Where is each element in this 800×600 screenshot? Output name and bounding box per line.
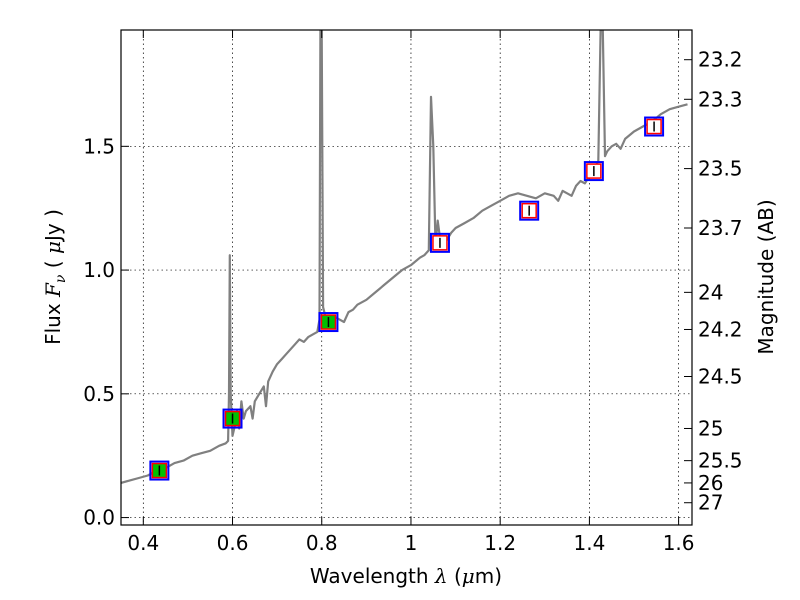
y2-tick-label: 23.7 bbox=[698, 216, 743, 240]
y2-tick-label: 27 bbox=[698, 491, 723, 515]
y2-tick-label: 24 bbox=[698, 280, 723, 304]
grid bbox=[121, 30, 692, 525]
x-tick-label: 1.6 bbox=[663, 531, 695, 555]
y2-tick-label: 25 bbox=[698, 416, 723, 440]
y-axis-title: Flux Fν ( μJy ) bbox=[41, 209, 69, 345]
model-box bbox=[644, 116, 665, 137]
photometry-point bbox=[429, 232, 450, 253]
y-tick-label: 1.0 bbox=[83, 258, 115, 282]
y-tick-label: 1.5 bbox=[83, 134, 115, 158]
y2-tick-label: 23.2 bbox=[698, 48, 743, 72]
y2-tick-label: 25.5 bbox=[698, 449, 743, 473]
x-tick-label: 0.8 bbox=[306, 531, 338, 555]
y-tick-label: 0.5 bbox=[83, 382, 115, 406]
y2-tick-label: 24.2 bbox=[698, 317, 743, 341]
y2-tick-label: 24.5 bbox=[698, 365, 743, 389]
y2-tick-label: 26 bbox=[698, 471, 723, 495]
photometry-point bbox=[222, 408, 243, 429]
y2-axis-title: Magnitude (AB) bbox=[754, 199, 778, 354]
photometry-layer bbox=[149, 116, 665, 481]
x-tick-label: 1 bbox=[405, 531, 418, 555]
model-box bbox=[429, 232, 450, 253]
photometry-point bbox=[583, 161, 604, 182]
photometry-point bbox=[318, 312, 339, 333]
x-tick-label: 1.2 bbox=[484, 531, 516, 555]
plot-frame bbox=[120, 29, 693, 526]
y2-tick-label: 23.5 bbox=[698, 157, 743, 181]
photometry-point bbox=[644, 116, 665, 137]
x-tick-label: 0.6 bbox=[217, 531, 249, 555]
model-box bbox=[583, 161, 604, 182]
photometry-point bbox=[519, 200, 540, 221]
y2-tick-label: 23.3 bbox=[698, 87, 743, 111]
model-box bbox=[318, 312, 339, 333]
y-tick-label: 0.0 bbox=[83, 506, 115, 530]
model-box bbox=[149, 460, 170, 481]
photometry-point bbox=[149, 460, 170, 481]
x-tick-label: 1.4 bbox=[573, 531, 605, 555]
ticks: 0.4 0.6 0.8 1 1.2 1.4 1.6 0.0 0.5 1.0 1.5 23.2 23.3 2… bbox=[83, 30, 743, 555]
model-box bbox=[519, 200, 540, 221]
x-axis-title: Wavelength λ (μm) bbox=[310, 564, 502, 588]
model-box bbox=[222, 408, 243, 429]
x-tick-label: 0.4 bbox=[127, 531, 159, 555]
